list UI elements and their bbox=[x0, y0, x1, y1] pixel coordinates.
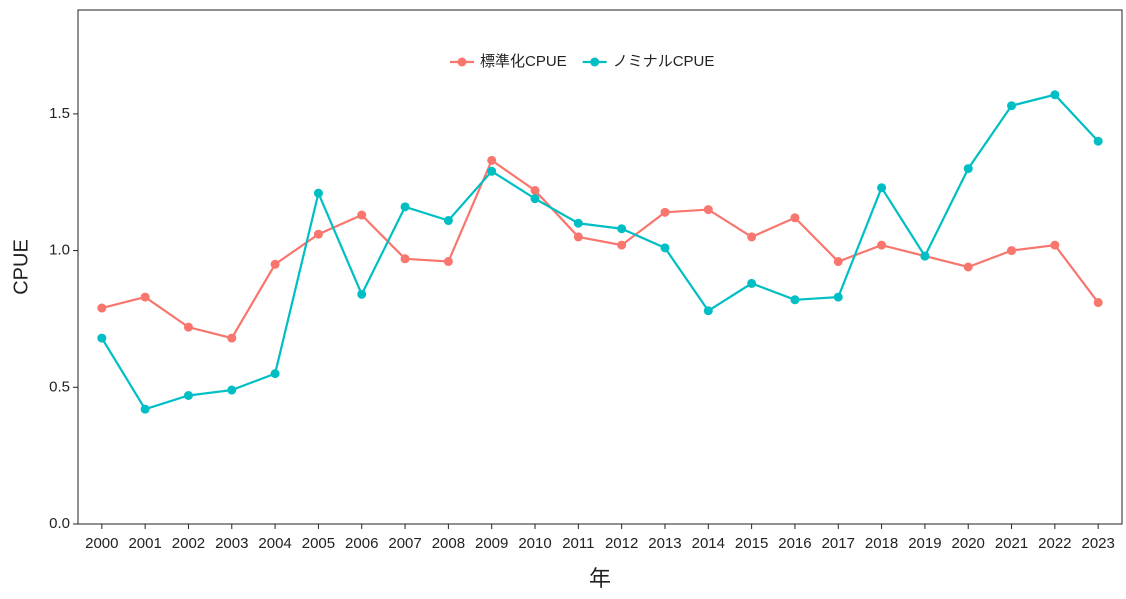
x-tick-label: 2017 bbox=[822, 535, 855, 552]
point bbox=[963, 164, 973, 174]
x-tick-label: 2007 bbox=[388, 535, 421, 552]
point bbox=[183, 391, 193, 400]
panel-border bbox=[77, 9, 1123, 525]
point bbox=[487, 155, 497, 165]
point bbox=[617, 240, 627, 250]
point bbox=[270, 369, 280, 379]
point bbox=[1093, 136, 1103, 146]
x-tick-label: 2012 bbox=[605, 535, 638, 552]
point bbox=[400, 202, 410, 212]
point bbox=[963, 262, 973, 272]
x-tick-label: 2019 bbox=[908, 535, 941, 552]
legend-marker bbox=[457, 57, 467, 67]
point bbox=[877, 183, 887, 193]
point bbox=[443, 257, 453, 267]
point bbox=[573, 232, 583, 242]
point bbox=[97, 333, 107, 343]
x-tick-label: 2006 bbox=[345, 535, 378, 552]
x-tick-label: 2015 bbox=[735, 535, 768, 552]
point bbox=[877, 240, 887, 250]
point bbox=[313, 188, 323, 198]
point bbox=[530, 194, 540, 204]
series-line bbox=[100, 93, 1099, 411]
point bbox=[443, 216, 453, 226]
x-tick-label: 2021 bbox=[995, 535, 1028, 552]
point bbox=[487, 166, 497, 176]
x-tick-label: 2005 bbox=[302, 535, 335, 552]
x-tick-label: 2020 bbox=[952, 535, 985, 552]
point bbox=[1007, 101, 1017, 111]
point bbox=[1050, 90, 1060, 100]
x-tick-label: 2018 bbox=[865, 535, 898, 552]
point bbox=[833, 257, 843, 267]
y-axis-label: CPUE bbox=[10, 239, 32, 295]
point bbox=[833, 292, 843, 302]
x-tick-label: 2010 bbox=[518, 535, 551, 552]
series-line bbox=[101, 158, 1100, 340]
point bbox=[227, 385, 237, 395]
point bbox=[617, 224, 627, 234]
point bbox=[790, 295, 800, 305]
x-tick-label: 2013 bbox=[648, 535, 681, 552]
point bbox=[530, 185, 540, 195]
point bbox=[400, 254, 410, 264]
point bbox=[140, 292, 150, 302]
x-axis-label: 年 bbox=[589, 566, 611, 591]
x-tick-label: 2008 bbox=[432, 535, 465, 552]
x-tick-label: 2001 bbox=[128, 535, 161, 552]
x-tick-label: 2000 bbox=[85, 535, 118, 552]
y-tick-label: 1.0 bbox=[49, 242, 70, 259]
point bbox=[313, 229, 323, 239]
point bbox=[97, 303, 107, 313]
legend-label: ノミナルCPUE bbox=[613, 53, 715, 70]
x-tick-label: 2004 bbox=[258, 535, 291, 552]
point bbox=[1093, 298, 1103, 308]
point bbox=[357, 289, 367, 299]
point bbox=[183, 322, 193, 332]
x-tick-label: 2011 bbox=[562, 535, 594, 552]
point bbox=[790, 213, 800, 223]
x-tick-label: 2002 bbox=[172, 535, 205, 552]
y-tick-label: 0.5 bbox=[49, 378, 70, 395]
point bbox=[227, 333, 237, 343]
point bbox=[660, 207, 670, 217]
legend-label: 標準化CPUE bbox=[480, 53, 567, 70]
point bbox=[660, 243, 670, 253]
legend-marker bbox=[590, 57, 600, 67]
x-tick-label: 2022 bbox=[1038, 535, 1071, 552]
point bbox=[920, 251, 930, 261]
x-tick-label: 2016 bbox=[778, 535, 811, 552]
point bbox=[747, 232, 757, 242]
point bbox=[703, 205, 713, 215]
point bbox=[270, 259, 280, 269]
point bbox=[747, 278, 757, 288]
x-tick-label: 2023 bbox=[1081, 535, 1114, 552]
y-tick-label: 0.0 bbox=[49, 515, 70, 532]
point bbox=[140, 404, 150, 414]
point bbox=[1007, 246, 1017, 256]
x-tick-label: 2009 bbox=[475, 535, 508, 552]
x-tick-label: 2014 bbox=[692, 535, 725, 552]
x-tick-label: 2003 bbox=[215, 535, 248, 552]
y-tick-label: 1.5 bbox=[49, 105, 70, 122]
point bbox=[703, 306, 713, 316]
point bbox=[357, 210, 367, 220]
point bbox=[1050, 240, 1060, 250]
point bbox=[573, 218, 583, 228]
